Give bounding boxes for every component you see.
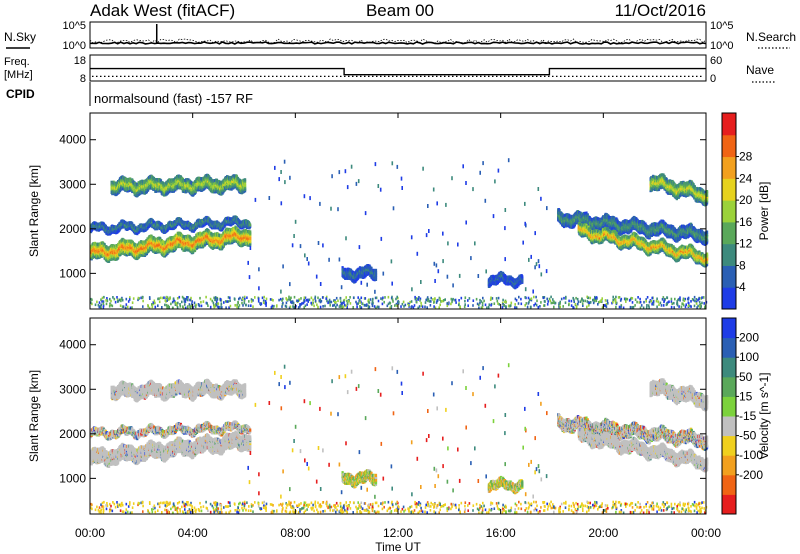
- radar-title: Adak West (fitACF): [90, 1, 235, 20]
- date-title: 11/Oct/2016: [615, 1, 706, 20]
- freq-y-top: 18: [74, 55, 86, 67]
- nave-right-top: 60: [710, 55, 722, 67]
- noise-sky-label: N.Sky: [4, 30, 36, 44]
- cpid-mode-text: normalsound (fast) -157 RF: [94, 91, 253, 106]
- noise-series: [90, 24, 706, 44]
- radar-summary-plot: Adak West (fitACF) Beam 00 11/Oct/2016 N…: [0, 0, 800, 554]
- power-heatmap: [90, 158, 708, 309]
- beam-title: Beam 00: [366, 1, 434, 20]
- noise-sky-line: [90, 42, 706, 44]
- freq-line: [90, 69, 706, 75]
- noise-y-top: 10^5: [62, 20, 86, 32]
- nave-label: Nave: [746, 63, 774, 77]
- freq-label: Freq.: [4, 56, 30, 68]
- cpid-label: CPID: [6, 87, 35, 101]
- power-cell: [249, 224, 251, 227]
- noise-panel-frame: [90, 22, 706, 48]
- freq-series: [90, 69, 706, 77]
- freq-y-bottom: 8: [80, 73, 86, 85]
- nave-right-bottom: 0: [710, 73, 716, 85]
- noise-y-bottom: 10^0: [62, 40, 86, 52]
- freq-unit-label: [MHz]: [4, 69, 33, 81]
- noise-search-label: N.Search: [746, 30, 796, 44]
- noise-right-bottom: 10^0: [710, 40, 734, 52]
- noise-right-top: 10^5: [710, 20, 734, 32]
- power-cell: [249, 230, 251, 233]
